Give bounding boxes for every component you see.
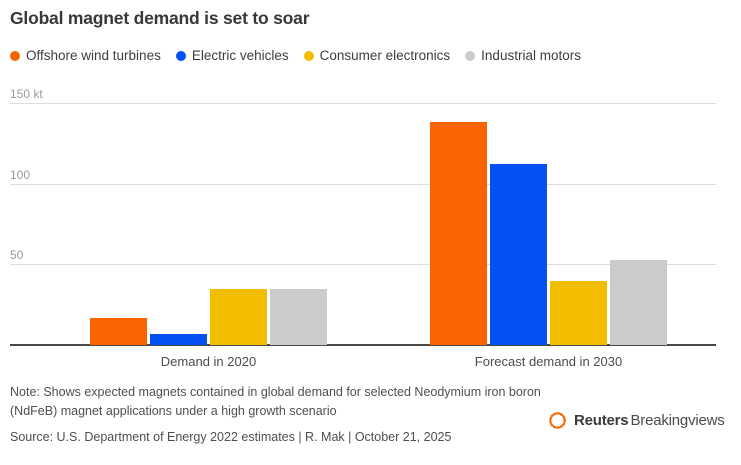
y-axis-tick-label-150: 150 kt [10,87,43,102]
legend-label: Industrial motors [481,48,581,63]
bar-electric-vehicles [490,164,547,345]
gridline-100 [10,183,716,185]
brand-name-bold: Reuters [574,412,629,429]
bar-offshore-wind-turbines [90,317,147,345]
brand-text: Reuters Breakingviews [574,412,725,429]
legend-item-consumer-electronics: Consumer electronics [303,48,451,63]
y-axis-tick-label-100: 100 [10,167,31,182]
legend-dot-icon [175,50,186,61]
x-axis-line [10,344,716,346]
legend-dot-icon [303,50,314,61]
chart-plot: 150 kt 100 50 Demand in 2020 Forecast demand… [10,87,716,369]
bar-industrial-motors [610,259,667,345]
source-text: Source: U.S. Department of Energy 2022 e… [10,430,452,444]
legend-dot-icon [465,50,476,61]
legend-item-industrial-motors: Industrial motors [465,48,581,63]
x-axis-category-label-demand-in-2020: Demand in 2020 [160,354,257,369]
bar-consumer-electronics [210,288,267,345]
brand-name-regular: Breakingviews [630,412,725,429]
gridline-50 [10,264,716,266]
legend-label: Consumer electronics [319,48,451,63]
y-axis-tick-label-50: 50 [10,248,24,263]
chart-title: Global magnet demand is set to soar [10,8,310,28]
bar-offshore-wind-turbines [430,122,487,345]
gridline-150 [10,103,716,105]
legend-item-electric-vehicles: Electric vehicles [175,48,289,63]
reuters-breakingviews-logo: Reuters Breakingviews [547,410,725,431]
bar-industrial-motors [270,288,327,345]
legend-item-offshore-wind-turbines: Offshore wind turbines [10,48,161,63]
legend-label: Offshore wind turbines [26,48,161,63]
footer: Note: Shows expected magnets contained i… [10,383,555,447]
bar-group-forecast-demand-in-2030 [430,122,667,345]
note-text-line2: (NdFeB) magnet applications under a high… [10,404,337,418]
note-text-line1: Note: Shows expected magnets contained i… [10,385,541,399]
legend: Offshore wind turbines Electric vehicles C… [10,48,581,63]
bar-electric-vehicles [150,333,207,345]
reuters-dotted-circle-icon [549,412,566,429]
x-axis-category-label-forecast-demand-in-2030: Forecast demand in 2030 [474,354,623,369]
legend-label: Electric vehicles [191,48,289,63]
bar-group-demand-in-2020 [90,288,327,345]
legend-dot-icon [10,50,20,61]
bar-consumer-electronics [550,280,607,345]
